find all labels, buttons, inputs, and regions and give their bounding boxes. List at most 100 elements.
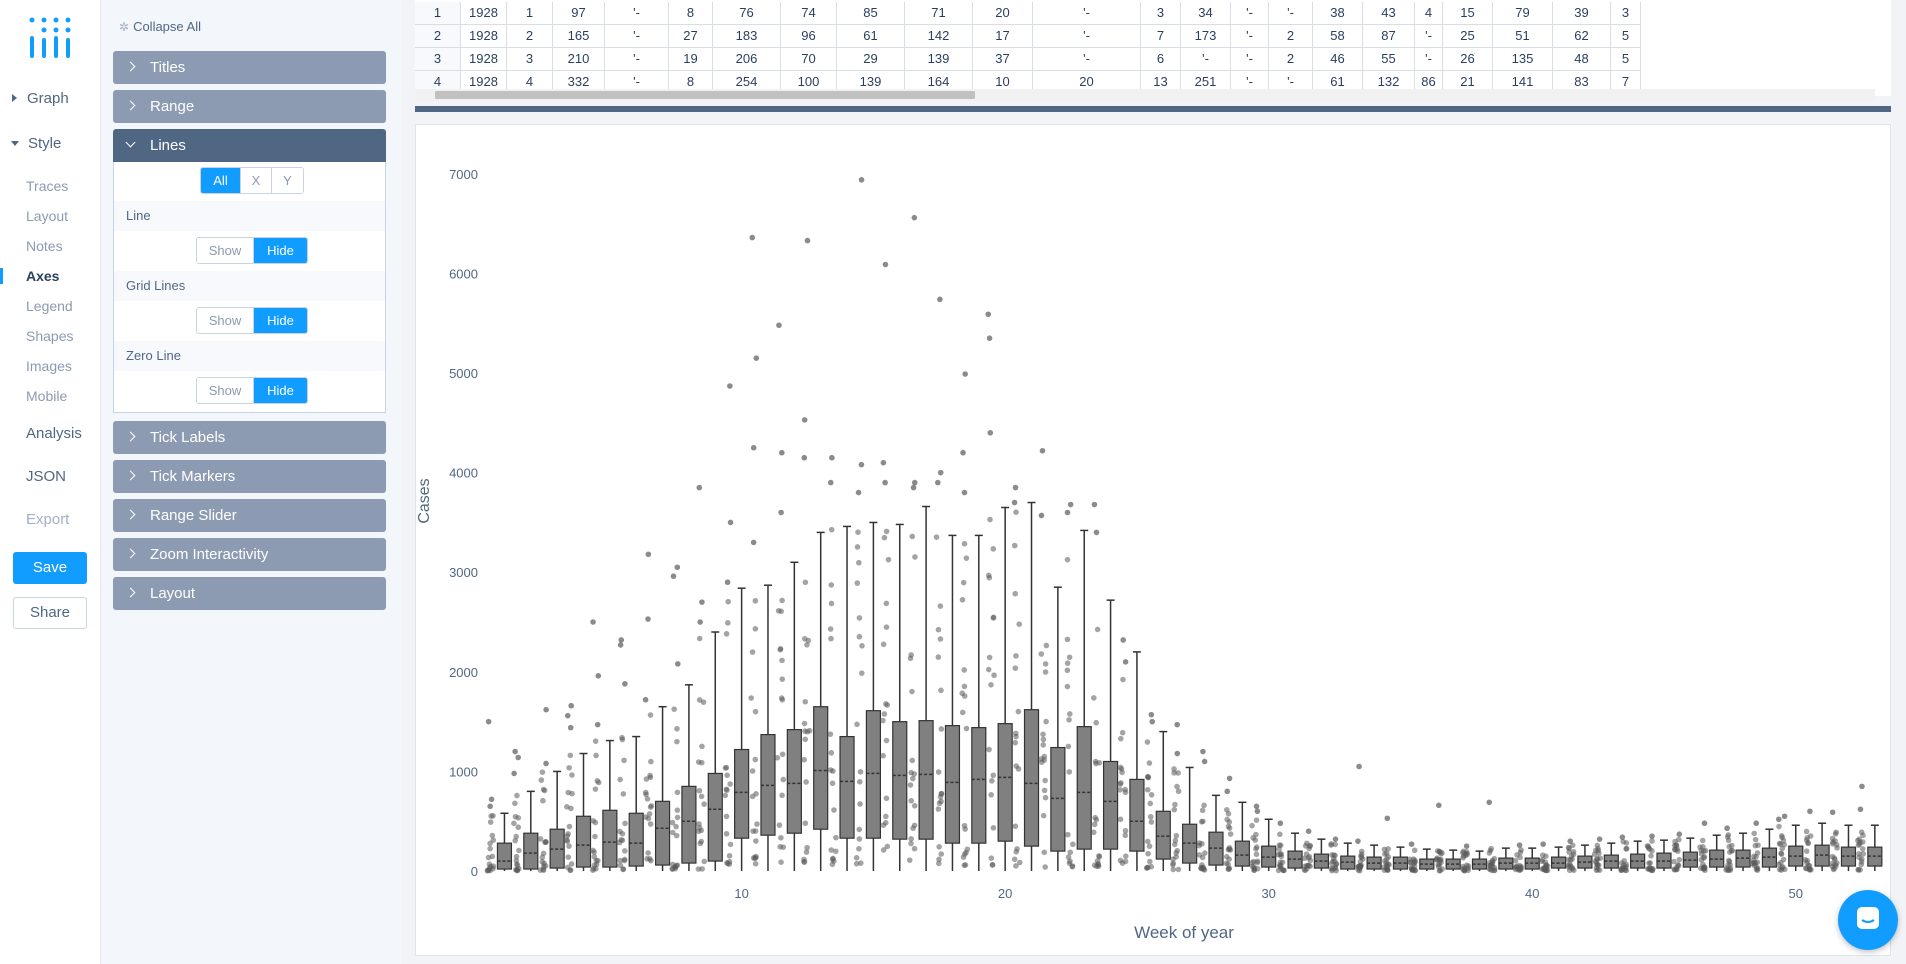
axis-y-option[interactable]: Y (272, 168, 303, 193)
table-cell[interactable]: 3 (1141, 2, 1181, 25)
line-hide-option[interactable]: Hide (254, 238, 307, 263)
table-cell[interactable]: 15 (1443, 2, 1493, 25)
table-cell[interactable]: 55 (1363, 48, 1415, 71)
chat-launcher-button[interactable] (1838, 890, 1898, 950)
fold-tick-markers[interactable]: Tick Markers (113, 460, 386, 493)
table-cell[interactable]: 7 (1141, 25, 1181, 48)
nav-export[interactable]: Export (26, 511, 70, 528)
table-cell[interactable]: 39 (1553, 2, 1611, 25)
grid-horizontal-scrollbar[interactable] (415, 89, 1875, 101)
table-cell[interactable]: 85 (837, 2, 905, 25)
table-cell[interactable]: 37 (973, 48, 1033, 71)
grid-lines-show-option[interactable]: Show (197, 308, 254, 333)
table-cell[interactable]: '- (605, 25, 669, 48)
line-show-option[interactable]: Show (197, 238, 254, 263)
panel-resize-handle[interactable] (415, 106, 1891, 112)
table-cell[interactable]: '- (1269, 2, 1313, 25)
scrollbar-thumb[interactable] (435, 91, 975, 99)
table-cell[interactable]: 173 (1181, 25, 1231, 48)
table-cell[interactable]: 1928 (461, 2, 507, 25)
table-cell[interactable]: 70 (781, 48, 837, 71)
table-cell[interactable]: 43 (1363, 2, 1415, 25)
table-cell[interactable]: 27 (669, 25, 713, 48)
axis-x-option[interactable]: X (241, 168, 272, 193)
fold-zoom-interactivity[interactable]: Zoom Interactivity (113, 538, 386, 571)
table-cell[interactable]: 20 (973, 2, 1033, 25)
grid-lines-hide-option[interactable]: Hide (254, 308, 307, 333)
table-cell[interactable]: 38 (1313, 2, 1363, 25)
table-cell[interactable]: 4 (1415, 2, 1443, 25)
app-logo-icon[interactable] (28, 16, 74, 60)
fold-tick-labels[interactable]: Tick Labels (113, 421, 386, 454)
nav-analysis[interactable]: Analysis (26, 425, 82, 442)
table-cell[interactable]: 71 (905, 2, 973, 25)
fold-range[interactable]: Range (113, 90, 386, 123)
table-cell[interactable]: 139 (905, 48, 973, 71)
table-cell[interactable]: '- (1415, 25, 1443, 48)
table-cell[interactable]: '- (1231, 25, 1269, 48)
table-cell[interactable]: 1 (507, 2, 553, 25)
table-cell[interactable]: 3 (507, 48, 553, 71)
table-cell[interactable]: '- (1033, 2, 1141, 25)
table-cell[interactable]: 206 (713, 48, 781, 71)
table-cell[interactable]: 25 (1443, 25, 1493, 48)
table-cell[interactable]: 76 (713, 2, 781, 25)
table-cell[interactable]: 79 (1493, 2, 1553, 25)
table-cell[interactable]: 96 (781, 25, 837, 48)
zero-line-show-option[interactable]: Show (197, 378, 254, 403)
table-cell[interactable]: 1928 (461, 25, 507, 48)
table-cell[interactable]: 46 (1313, 48, 1363, 71)
table-cell[interactable]: '- (1415, 48, 1443, 71)
table-cell[interactable]: 135 (1493, 48, 1553, 71)
table-cell[interactable]: 3 (1611, 2, 1641, 25)
table-cell[interactable]: 34 (1181, 2, 1231, 25)
row-number-cell[interactable]: 2 (415, 25, 461, 48)
nav-sub-shapes[interactable]: Shapes (26, 328, 74, 344)
table-cell[interactable]: 74 (781, 2, 837, 25)
fold-layout[interactable]: Layout (113, 577, 386, 610)
table-cell[interactable]: '- (605, 48, 669, 71)
collapse-all-button[interactable]: ✲ Collapse All (119, 19, 201, 34)
table-cell[interactable]: '- (605, 2, 669, 25)
fold-range-slider[interactable]: Range Slider (113, 499, 386, 532)
nav-style[interactable]: Style (0, 135, 100, 152)
table-cell[interactable]: 2 (1269, 25, 1313, 48)
row-number-cell[interactable]: 3 (415, 48, 461, 71)
table-cell[interactable]: 1928 (461, 48, 507, 71)
table-cell[interactable]: 8 (669, 2, 713, 25)
table-cell[interactable]: 62 (1553, 25, 1611, 48)
share-button[interactable]: Share (13, 597, 87, 629)
nav-sub-axes[interactable]: Axes (0, 268, 100, 284)
table-cell[interactable]: 142 (905, 25, 973, 48)
table-cell[interactable]: 165 (553, 25, 605, 48)
table-cell[interactable]: 58 (1313, 25, 1363, 48)
nav-sub-images[interactable]: Images (26, 358, 72, 374)
nav-sub-mobile[interactable]: Mobile (26, 388, 68, 404)
table-cell[interactable]: '- (1231, 48, 1269, 71)
table-cell[interactable]: '- (1181, 48, 1231, 71)
zero-line-hide-option[interactable]: Hide (254, 378, 307, 403)
table-cell[interactable]: 51 (1493, 25, 1553, 48)
table-cell[interactable]: 2 (1269, 48, 1313, 71)
table-cell[interactable]: 5 (1611, 25, 1641, 48)
table-cell[interactable]: 2 (507, 25, 553, 48)
table-cell[interactable]: 183 (713, 25, 781, 48)
nav-sub-legend[interactable]: Legend (26, 298, 73, 314)
table-cell[interactable]: 29 (837, 48, 905, 71)
table-cell[interactable]: 87 (1363, 25, 1415, 48)
nav-sub-layout[interactable]: Layout (26, 208, 69, 224)
nav-json[interactable]: JSON (26, 468, 67, 485)
fold-lines[interactable]: Lines (113, 129, 386, 162)
table-cell[interactable]: '- (1033, 25, 1141, 48)
table-cell[interactable]: 17 (973, 25, 1033, 48)
table-cell[interactable]: 97 (553, 2, 605, 25)
table-cell[interactable]: 48 (1553, 48, 1611, 71)
table-cell[interactable]: '- (1033, 48, 1141, 71)
table-cell[interactable]: 26 (1443, 48, 1493, 71)
row-number-cell[interactable]: 1 (415, 2, 461, 25)
save-button[interactable]: Save (13, 552, 87, 584)
nav-graph[interactable]: Graph (0, 90, 100, 107)
table-cell[interactable]: 5 (1611, 48, 1641, 71)
table-cell[interactable]: 61 (837, 25, 905, 48)
nav-sub-traces[interactable]: Traces (26, 178, 69, 194)
